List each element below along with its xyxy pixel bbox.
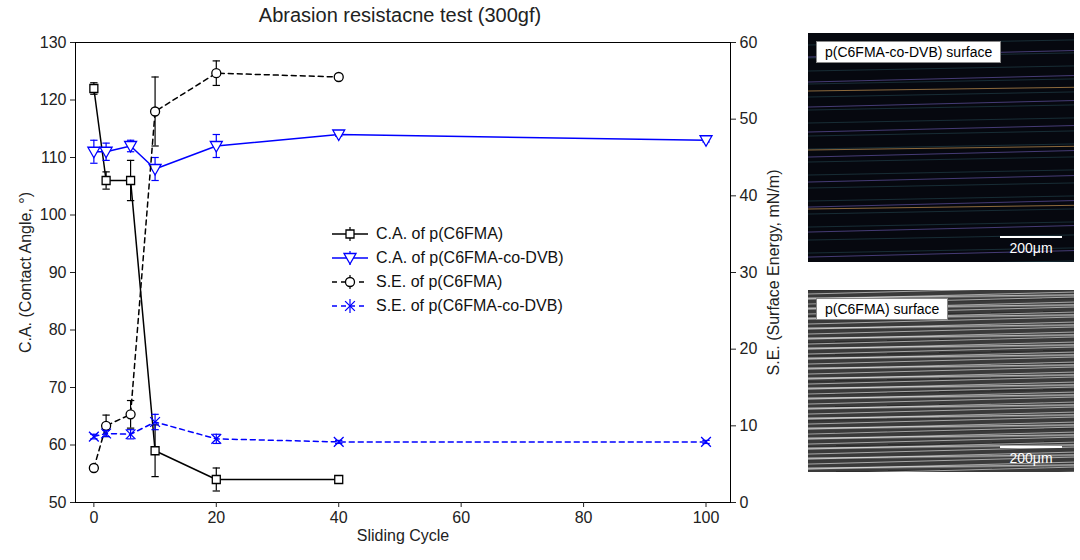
svg-text:40: 40 [330, 509, 348, 526]
svg-text:100: 100 [693, 509, 720, 526]
html-text:p(C6FMA-co-DVB) surface: p(C6FMA-co-DVB) surface [825, 44, 993, 60]
svg-text:30: 30 [740, 264, 758, 281]
svg-text:130: 130 [40, 34, 67, 51]
svg-text:120: 120 [40, 91, 67, 108]
svg-text:40: 40 [740, 187, 758, 204]
svg-text:20: 20 [207, 509, 225, 526]
html-text:200μm: 200μm [1009, 450, 1053, 466]
svg-text:60: 60 [740, 34, 758, 51]
svg-text:C.A. (Contact Angle, °): C.A. (Contact Angle, °) [17, 192, 34, 353]
svg-text:0: 0 [740, 494, 749, 511]
svg-text:20: 20 [740, 340, 758, 357]
svg-text:50: 50 [740, 110, 758, 127]
svg-text:110: 110 [41, 149, 67, 166]
html-text:p(C6FMA) surface: p(C6FMA) surface [825, 301, 940, 317]
svg-text:70: 70 [49, 379, 67, 396]
html-text:S.E. of p(C6FMA): S.E. of p(C6FMA) [376, 273, 503, 290]
html-text:C.A. of p(C6FMA-co-DVB): C.A. of p(C6FMA-co-DVB) [376, 249, 564, 266]
svg-text:80: 80 [575, 509, 593, 526]
svg-text:60: 60 [452, 509, 470, 526]
svg-text:100: 100 [40, 206, 67, 223]
html-text:200μm: 200μm [1009, 240, 1053, 256]
html-text:C.A. of p(C6FMA): C.A. of p(C6FMA) [376, 225, 504, 242]
svg-text:60: 60 [49, 436, 67, 453]
svg-text:Sliding Cycle: Sliding Cycle [357, 527, 450, 544]
html-text:S.E. of p(C6FMA-co-DVB): S.E. of p(C6FMA-co-DVB) [376, 297, 563, 314]
svg-text:10: 10 [740, 417, 758, 434]
svg-text:0: 0 [89, 509, 98, 526]
svg-text:S.E. (Surface Energy, mN/m): S.E. (Surface Energy, mN/m) [765, 170, 782, 376]
svg-text:80: 80 [49, 321, 67, 338]
svg-text:90: 90 [49, 264, 67, 281]
svg-text:50: 50 [49, 494, 67, 511]
html-text:Abrasion resistacne test (300g: Abrasion resistacne test (300gf) [258, 4, 542, 26]
